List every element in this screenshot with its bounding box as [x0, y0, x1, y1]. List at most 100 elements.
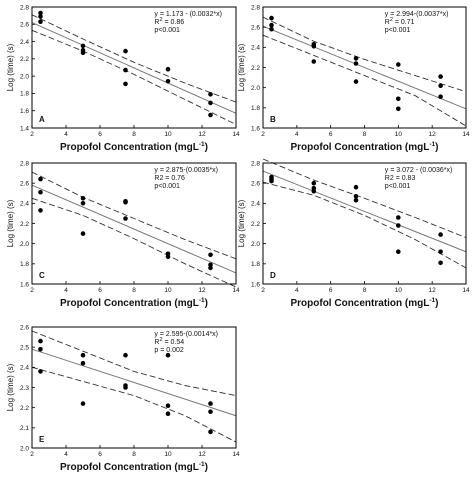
data-point [269, 26, 274, 32]
y-tick-label: 1.6 [20, 108, 29, 115]
y-tick-label: 2.1 [20, 425, 29, 432]
x-tick-label: 2 [30, 287, 34, 294]
data-point [208, 401, 213, 406]
x-tick-label: 8 [132, 451, 136, 458]
data-point [123, 352, 128, 358]
data-point [165, 352, 171, 358]
data-point [438, 74, 443, 79]
data-point [38, 19, 43, 25]
r-squared-label: R2 = 0.76 [154, 175, 185, 182]
r-squared-value: = 0.86 [163, 19, 185, 26]
data-point [80, 352, 86, 358]
regression-line [262, 170, 467, 253]
y-tick-label: 2.8 [251, 4, 260, 11]
panel-letter: B [270, 115, 276, 124]
data-point [208, 100, 213, 106]
data-point [38, 176, 43, 182]
x-tick-label: 6 [329, 131, 333, 138]
y-axis-label: Log (time) (s) [6, 199, 15, 247]
ci-lower-line [31, 366, 237, 443]
data-point [311, 44, 317, 49]
x-tick-label: 4 [64, 287, 68, 294]
r-squared-prefix: R [154, 339, 159, 346]
x-tick-label: 12 [198, 131, 206, 138]
x-tick-label: 14 [462, 287, 470, 294]
data-point [38, 189, 43, 195]
x-axis-label: Propofol Concentration (mgL-1) [60, 141, 208, 153]
data-point [353, 79, 359, 84]
y-tick-label: 2.3 [20, 385, 29, 392]
data-point [396, 96, 401, 102]
data-point [80, 401, 86, 406]
data-point [311, 180, 317, 186]
y-axis-label: Log (time) (s) [237, 43, 246, 91]
x-tick-label: 12 [198, 451, 206, 458]
x-tick-label: 8 [132, 287, 136, 294]
data-point [208, 429, 213, 435]
x-tick-label: 10 [164, 287, 172, 294]
x-axis-label: Propofol Concentration (mgL-1) [60, 461, 208, 473]
panel-d: 2 4 6 8 10 12 14 1.6 1.8 2.0 2.2 2.4 2.6 2.8 Log (time… [237, 158, 470, 309]
x-tick-label: 4 [295, 131, 299, 138]
y-tick-label: 2.4 [20, 39, 29, 46]
plot-frame [262, 162, 467, 285]
data-point [123, 216, 128, 221]
x-axis-label-tail: ) [205, 142, 208, 153]
regression-line [31, 22, 237, 114]
x-tick-label: 6 [98, 131, 102, 138]
x-axis-label-sup: -1 [429, 141, 435, 148]
y-tick-label: 2.6 [20, 22, 29, 29]
data-point [396, 215, 401, 220]
data-point [38, 338, 43, 344]
data-point [38, 346, 43, 352]
y-tick-label: 2.8 [20, 160, 29, 167]
y-tick-label: 2.4 [251, 45, 260, 52]
y-tick-label: 2.2 [20, 221, 29, 228]
x-axis-label-sup: -1 [199, 297, 205, 304]
y-tick-label: 2.4 [20, 201, 29, 208]
equation-label: y = 2.875-(0.0035*x) [154, 167, 218, 174]
x-tick-label: 14 [232, 131, 240, 138]
y-tick-label: 1.8 [251, 105, 260, 112]
ci-lower-line [262, 34, 467, 127]
r-squared-prefix: R2 = 0.76 [154, 175, 185, 182]
y-tick-label: 2.4 [251, 201, 260, 208]
y-tick-label: 2.0 [251, 85, 260, 92]
p-value-label: p<0.001 [154, 183, 180, 190]
y-axis-label: Log (time) (s) [6, 43, 15, 91]
regression-line [31, 184, 237, 274]
r-squared-label: R2 = 0.54 [154, 337, 184, 346]
data-point [353, 56, 359, 61]
data-point [38, 14, 43, 19]
y-tick-label: 1.8 [20, 91, 29, 98]
r-squared-prefix: R [385, 19, 390, 26]
x-tick-label: 6 [98, 451, 102, 458]
r-squared-label: R2 = 0.71 [385, 17, 415, 26]
panel-e: 2 4 6 8 10 12 14 2.0 2.1 2.2 2.3 2.4 2.5 2.6 Log (time… [6, 324, 240, 473]
x-tick-label: 4 [64, 131, 68, 138]
x-axis-label-tail: ) [435, 142, 438, 153]
p-value-label: p<0.001 [385, 183, 411, 190]
x-tick-label: 2 [261, 131, 265, 138]
equation-label: y = 2.595-(0.0014*x) [154, 331, 218, 338]
panel-letter: D [270, 271, 276, 280]
y-tick-label: 2.8 [20, 4, 29, 11]
y-tick-label: 2.6 [20, 180, 29, 187]
y-tick-label: 2.2 [20, 56, 29, 63]
equation-label: y = 3.072 - (0.0036*x) [385, 167, 453, 174]
ci-upper-line [31, 330, 237, 397]
data-point [165, 66, 171, 72]
y-tick-label: 2.6 [20, 324, 29, 331]
x-axis-label-tail: ) [205, 298, 208, 309]
data-point [208, 409, 213, 415]
plot-frame [31, 162, 237, 285]
y-tick-label: 2.0 [20, 73, 29, 80]
data-point [80, 196, 86, 201]
x-axis-label-text: Propofol Concentration (mgL [290, 298, 429, 309]
data-point [165, 79, 171, 84]
data-point [438, 83, 443, 88]
x-tick-label: 10 [164, 451, 172, 458]
y-tick-label: 1.4 [20, 125, 29, 132]
x-tick-label: 12 [429, 131, 437, 138]
